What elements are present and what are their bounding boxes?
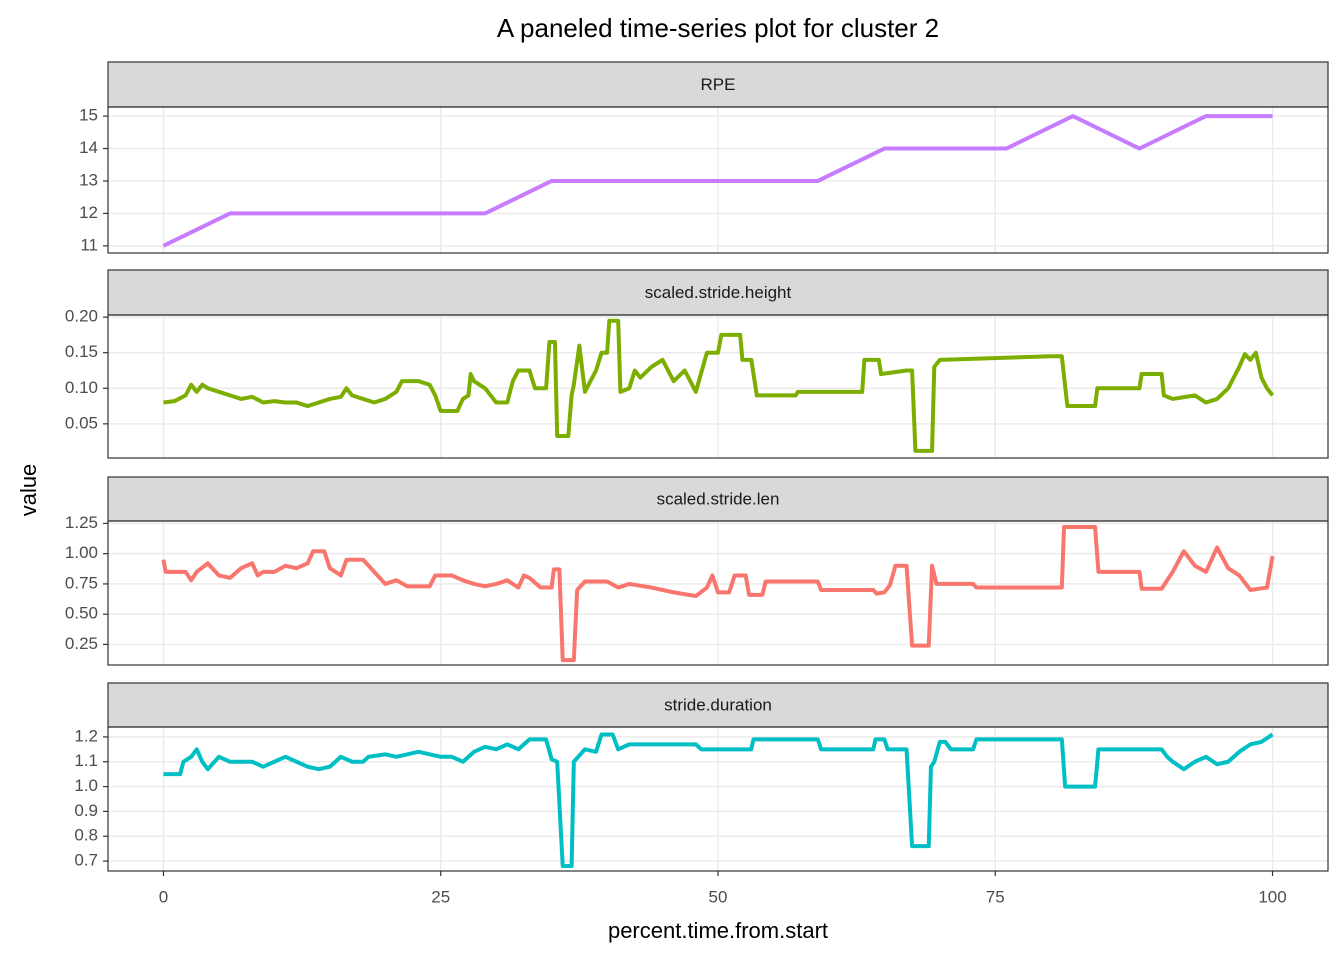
y-tick-label: 0.7 (74, 851, 98, 870)
strip-label: stride.duration (664, 695, 772, 714)
strip (107, 61, 1329, 108)
y-tick-label: 15 (79, 106, 98, 125)
x-tick-label: 50 (709, 887, 728, 906)
data-line (163, 318, 1275, 453)
y-tick-label: 0.05 (65, 413, 98, 432)
y-tick-label: 0.20 (65, 307, 98, 326)
y-tick-label: 0.15 (65, 342, 98, 361)
y-tick-label: 12 (79, 203, 98, 222)
y-tick-label: 0.50 (65, 604, 98, 623)
data-line (161, 525, 1275, 663)
strip-label: scaled.stride.height (645, 283, 792, 302)
y-tick-label: 1.00 (65, 543, 98, 562)
panel-border (107, 520, 1329, 666)
y-tick-label: 0.9 (74, 801, 98, 820)
chart-title: A paneled time-series plot for cluster 2 (497, 13, 939, 43)
y-tick-label: 1.25 (65, 513, 98, 532)
y-tick-label: 11 (80, 235, 98, 254)
x-tick-label: 75 (986, 887, 1005, 906)
data-line (163, 732, 1274, 869)
y-tick-label: 0.25 (65, 634, 98, 653)
y-tick-label: 1.2 (74, 726, 98, 745)
panel-border (107, 106, 1329, 254)
data-line (162, 114, 1273, 248)
y-tick-label: 13 (79, 170, 98, 189)
strip-label: scaled.stride.len (657, 489, 780, 508)
strip-label: RPE (701, 75, 736, 94)
strip (107, 682, 1329, 728)
x-tick-label: 100 (1258, 887, 1286, 906)
y-tick-label: 0.10 (65, 378, 98, 397)
y-axis-label: value (16, 464, 41, 517)
panel-border (107, 314, 1329, 459)
strip (107, 269, 1329, 316)
x-axis-label: percent.time.from.start (608, 918, 828, 943)
x-tick-label: 0 (159, 887, 168, 906)
y-tick-label: 0.75 (65, 573, 98, 592)
y-tick-label: 14 (79, 138, 98, 157)
y-tick-label: 0.8 (74, 826, 98, 845)
y-tick-label: 1.1 (74, 751, 98, 770)
y-tick-label: 1.0 (74, 776, 98, 795)
x-tick-label: 25 (431, 887, 450, 906)
